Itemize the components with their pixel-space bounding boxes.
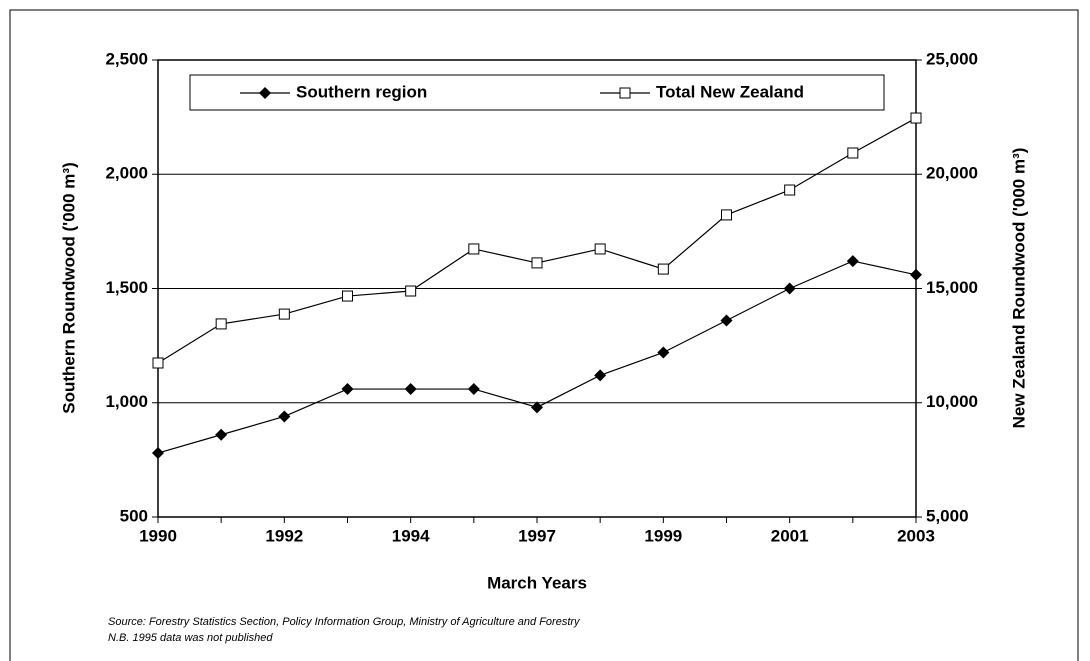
data-point — [910, 112, 922, 124]
data-point — [278, 308, 290, 320]
y2-tick-label: 15,000 — [926, 278, 978, 297]
y-axis-title: Southern Roundwood ('000 m³) — [59, 162, 78, 413]
data-point — [657, 346, 670, 359]
data-point — [720, 314, 733, 327]
legend-label: Total New Zealand — [656, 82, 804, 101]
x-tick-label: 1999 — [644, 526, 682, 545]
data-point — [404, 383, 417, 396]
x-axis-title: March Years — [487, 573, 587, 592]
y-tick-label: 2,000 — [105, 164, 148, 183]
y-tick-label: 2,500 — [105, 49, 148, 68]
data-point — [657, 263, 669, 275]
y2-tick-label: 5,000 — [926, 506, 969, 525]
source-note: Source: Forestry Statistics Section, Pol… — [108, 616, 581, 628]
x-tick-label: 2001 — [771, 526, 809, 545]
x-tick-label: 1990 — [139, 526, 177, 545]
y-tick-label: 1,500 — [105, 278, 148, 297]
x-tick-label: 2003 — [897, 526, 935, 545]
y2-tick-label: 20,000 — [926, 164, 978, 183]
data-point — [152, 357, 164, 369]
data-point — [531, 257, 543, 269]
y-tick-label: 500 — [120, 506, 148, 525]
series-line — [157, 117, 917, 364]
data-point — [846, 255, 859, 268]
data-point — [783, 282, 796, 295]
data-point — [910, 268, 922, 281]
data-point — [847, 147, 859, 159]
data-point — [468, 243, 480, 255]
data-point — [594, 369, 607, 382]
data-point — [784, 184, 796, 196]
legend-box — [189, 74, 885, 111]
data-point — [152, 447, 164, 460]
nb-note: N.B. 1995 data was not published — [108, 632, 273, 644]
y2-tick-label: 25,000 — [926, 49, 978, 68]
x-tick-label: 1994 — [392, 526, 430, 545]
data-point — [721, 209, 732, 221]
data-point — [531, 401, 543, 414]
frame — [9, 9, 1079, 661]
y2-tick-label: 10,000 — [926, 392, 978, 411]
legend-label: Southern region — [296, 82, 427, 101]
data-point — [341, 383, 354, 396]
y-tick-label: 1,000 — [105, 392, 148, 411]
data-point — [342, 290, 353, 302]
legend-marker — [259, 87, 271, 99]
data-point — [215, 428, 228, 441]
series-line — [157, 260, 917, 454]
legend-marker — [619, 87, 631, 99]
x-tick-label: 1997 — [518, 526, 556, 545]
x-tick-label: 1992 — [265, 526, 303, 545]
data-point — [467, 383, 480, 396]
data-point — [405, 285, 417, 297]
data-point — [278, 410, 291, 423]
data-point — [215, 318, 227, 330]
data-point — [594, 243, 606, 255]
y2-axis-title: New Zealand Roundwood ('000 m³) — [1009, 148, 1028, 429]
